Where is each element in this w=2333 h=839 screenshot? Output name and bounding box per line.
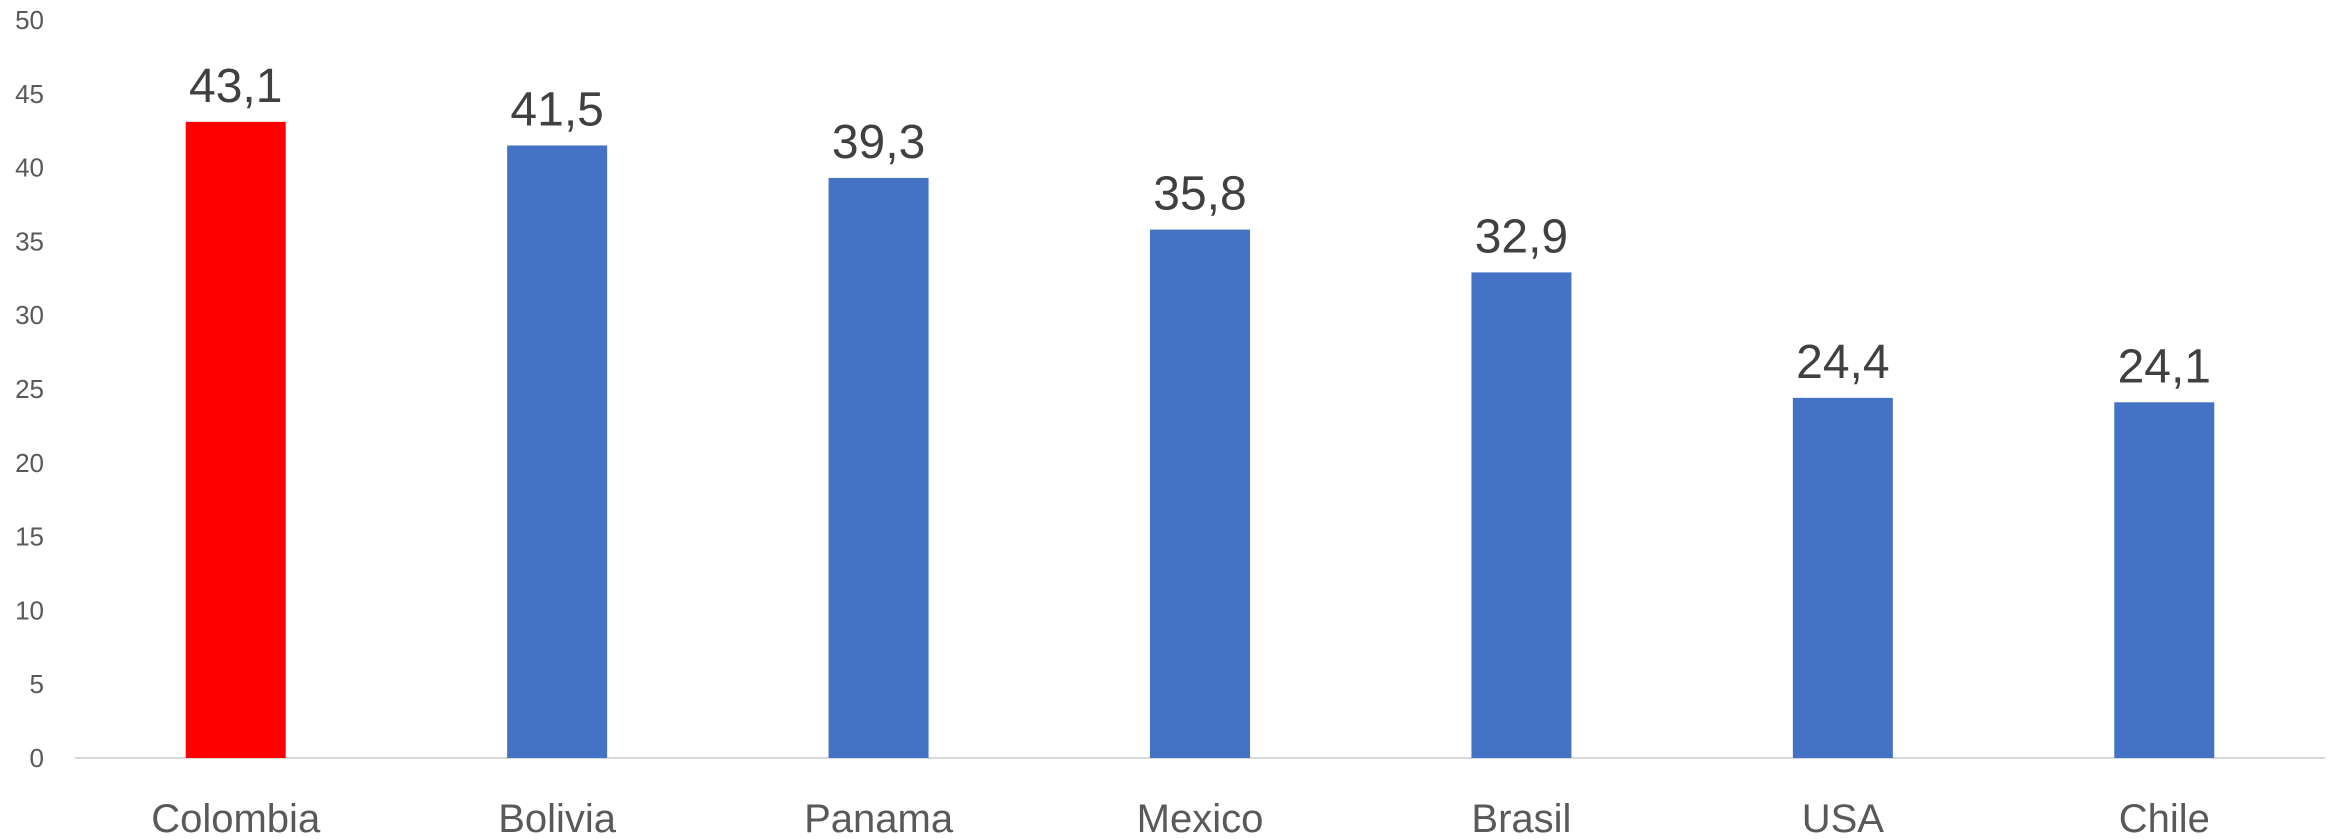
category-label-chile: Chile — [2119, 797, 2210, 839]
category-label-bolivia: Bolivia — [498, 797, 617, 839]
data-label-bolivia: 41,5 — [510, 83, 603, 136]
bars-group — [185, 121, 2215, 759]
category-label-brasil: Brasil — [1471, 797, 1571, 839]
y-tick-label: 30 — [15, 300, 44, 330]
y-tick-label: 15 — [15, 522, 44, 552]
y-tick-label: 25 — [15, 374, 44, 404]
data-label-mexico: 35,8 — [1153, 168, 1246, 221]
y-tick-label: 45 — [15, 79, 44, 109]
data-label-colombia: 43,1 — [189, 60, 282, 113]
data-label-panama: 39,3 — [832, 116, 925, 169]
y-tick-label: 40 — [15, 153, 44, 183]
y-tick-label: 0 — [30, 743, 44, 773]
y-tick-label: 50 — [15, 5, 44, 35]
data-labels-group: 43,1 41,5 39,3 35,8 32,9 24,4 24,1 — [189, 60, 2211, 393]
category-label-mexico: Mexico — [1137, 797, 1264, 839]
data-label-brasil: 32,9 — [1475, 210, 1568, 263]
bar-chile — [2114, 402, 2215, 758]
bar-brasil — [1471, 272, 1572, 758]
y-axis: 0 5 10 15 20 25 30 35 40 45 50 — [15, 5, 44, 773]
bar-usa — [1792, 397, 1893, 758]
y-tick-label: 10 — [15, 595, 44, 625]
category-label-colombia: Colombia — [151, 797, 321, 839]
bar-colombia — [185, 121, 286, 759]
data-label-chile: 24,1 — [2118, 340, 2211, 393]
y-tick-label: 20 — [15, 448, 44, 478]
bar-panama — [828, 177, 929, 758]
bar-bolivia — [507, 145, 608, 758]
category-label-usa: USA — [1802, 797, 1885, 839]
y-tick-label: 35 — [15, 226, 44, 256]
bar-mexico — [1150, 229, 1250, 759]
y-tick-label: 5 — [30, 669, 44, 699]
x-axis: Colombia Bolivia Panama Mexico Brasil USA Chil… — [75, 757, 2325, 839]
category-label-panama: Panama — [804, 797, 954, 839]
data-label-usa: 24,4 — [1796, 336, 1889, 389]
